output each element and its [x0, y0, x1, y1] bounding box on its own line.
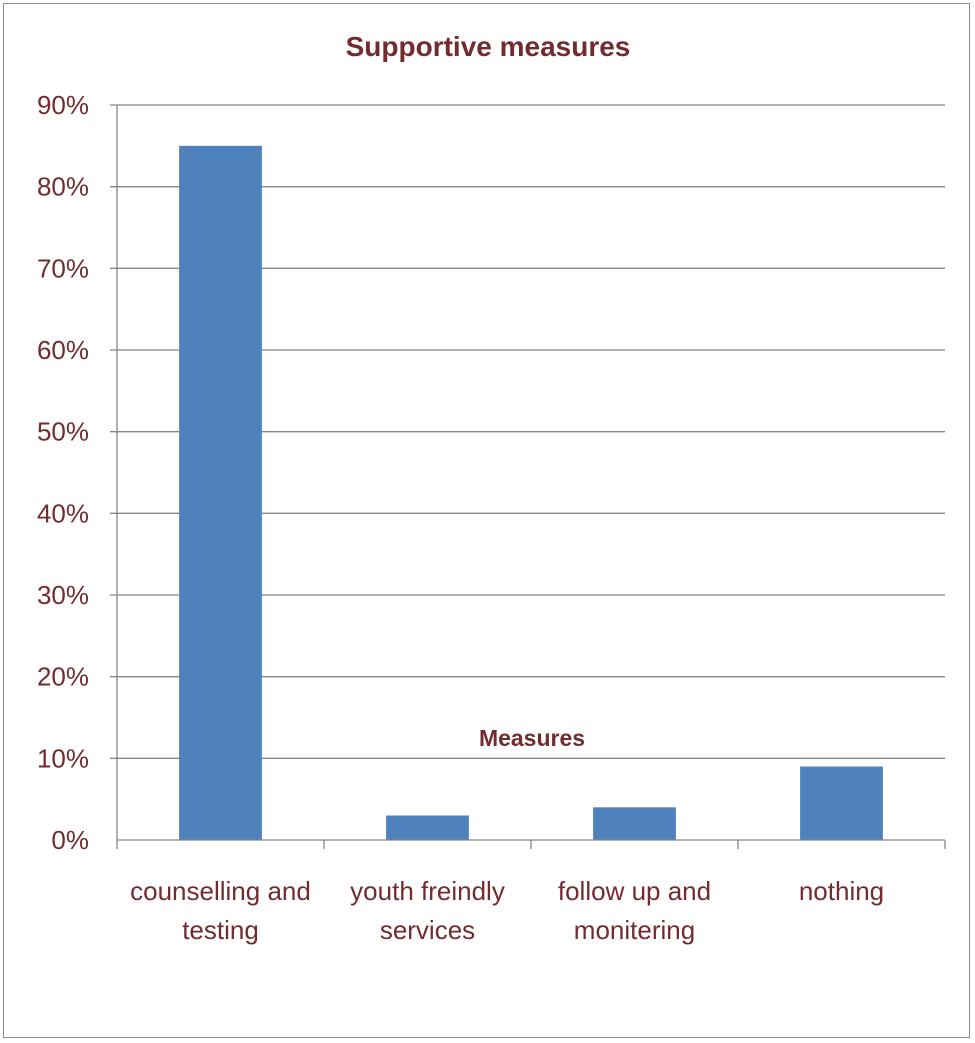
x-category-label: nothing	[799, 876, 884, 906]
y-tick-label: 80%	[37, 172, 89, 202]
x-category-label-line: youth freindly	[350, 876, 505, 906]
y-tick-label: 0%	[51, 825, 89, 855]
x-category-label-line: services	[380, 915, 475, 945]
y-tick-label: 20%	[37, 662, 89, 692]
x-axis-category-labels: counselling and testing youth freindly serv…	[130, 876, 884, 945]
x-category-label-line: testing	[182, 915, 259, 945]
x-category-label: counselling and testing	[130, 876, 311, 945]
bars	[179, 145, 883, 841]
y-tick-label: 50%	[37, 417, 89, 447]
bar	[386, 815, 469, 840]
y-axis-tick-labels: 0% 10% 20% 30% 40% 50% 60% 70% 80% 90%	[37, 90, 89, 855]
y-tick-label: 30%	[37, 580, 89, 610]
x-axis-title: Measures	[479, 725, 585, 751]
x-category-label-line: nothing	[799, 876, 884, 906]
x-category-label: follow up and monitering	[558, 876, 711, 945]
y-tick-label: 90%	[37, 90, 89, 120]
x-category-label-line: follow up and	[558, 876, 711, 906]
x-category-label-line: counselling and	[130, 876, 311, 906]
y-tick-label: 60%	[37, 335, 89, 365]
x-category-label-line: monitering	[574, 915, 695, 945]
bar	[800, 766, 883, 840]
chart-frame	[3, 3, 970, 1038]
y-tick-label: 10%	[37, 743, 89, 773]
bar	[179, 145, 262, 841]
chart-title: Supportive measures	[346, 31, 631, 62]
x-category-label: youth freindly services	[350, 876, 505, 945]
y-tick-label: 40%	[37, 498, 89, 528]
bar	[593, 807, 676, 840]
y-tick-label: 70%	[37, 253, 89, 283]
x-axis	[116, 839, 946, 849]
